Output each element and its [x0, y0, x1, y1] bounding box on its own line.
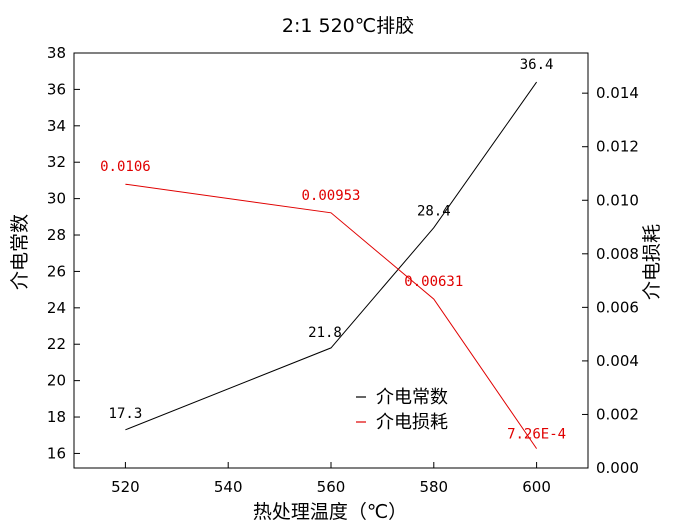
left-y-tick-label: 34 — [47, 117, 66, 135]
right-y-tick-label: 0.004 — [596, 352, 639, 370]
series-lines — [125, 81, 538, 449]
left-y-tick-label: 18 — [47, 408, 66, 426]
data-label: 28.4 — [417, 204, 451, 220]
legend-entry: 介电损耗 — [376, 412, 448, 433]
series-line-2 — [125, 183, 538, 449]
right-y-axis-label: 介电损耗 — [641, 224, 663, 300]
left-y-tick-label: 28 — [47, 226, 66, 244]
data-label: 7.26E-4 — [507, 427, 566, 443]
data-label: 0.0106 — [100, 159, 151, 175]
x-tick-label: 520 — [111, 478, 140, 496]
x-axis: 520 540 560 580 600 — [111, 462, 551, 496]
right-y-tick-label: 0.012 — [596, 138, 639, 156]
right-y-tick-label: 0.014 — [596, 84, 639, 102]
data-label: 21.8 — [308, 325, 342, 341]
x-tick-label: 540 — [214, 478, 243, 496]
chart-title: 2:1 520℃排胶 — [282, 15, 414, 37]
left-y-axis-label: 介电常数 — [9, 214, 31, 290]
data-label: 0.00631 — [404, 274, 463, 290]
series-line-1 — [125, 81, 538, 431]
right-y-axis: 0.000 0.002 0.004 0.006 0.008 0.010 0.012 0.014 — [582, 84, 639, 477]
left-y-axis: 16 18 20 22 24 26 28 30 32 34 36 38 — [47, 44, 80, 462]
data-labels: 17.3 21.8 28.4 36.4 0.0106 0.00953 0.00631 7.26… — [100, 57, 566, 442]
left-y-tick-label: 36 — [47, 80, 66, 98]
right-y-tick-label: 0.008 — [596, 245, 639, 263]
right-y-tick-label: 0.000 — [596, 459, 639, 477]
left-y-tick-label: 30 — [47, 190, 66, 208]
left-y-tick-label: 38 — [47, 44, 66, 62]
data-label: 17.3 — [109, 406, 143, 422]
x-tick-label: 600 — [522, 478, 551, 496]
x-tick-label: 560 — [317, 478, 346, 496]
left-y-tick-label: 26 — [47, 262, 66, 280]
right-y-tick-label: 0.010 — [596, 191, 639, 209]
legend-entry: 介电常数 — [376, 387, 448, 408]
right-y-tick-label: 0.002 — [596, 405, 639, 423]
left-y-tick-label: 22 — [47, 335, 66, 353]
data-label: 0.00953 — [301, 188, 360, 204]
x-axis-label: 热处理温度（℃） — [253, 501, 407, 523]
right-y-tick-label: 0.006 — [596, 298, 639, 316]
left-y-tick-label: 16 — [47, 444, 66, 462]
data-label: 36.4 — [520, 57, 554, 73]
x-tick-label: 580 — [419, 478, 448, 496]
left-y-tick-label: 24 — [47, 299, 66, 317]
left-y-tick-label: 20 — [47, 372, 66, 390]
left-y-tick-label: 32 — [47, 153, 66, 171]
plot-frame — [73, 52, 589, 469]
